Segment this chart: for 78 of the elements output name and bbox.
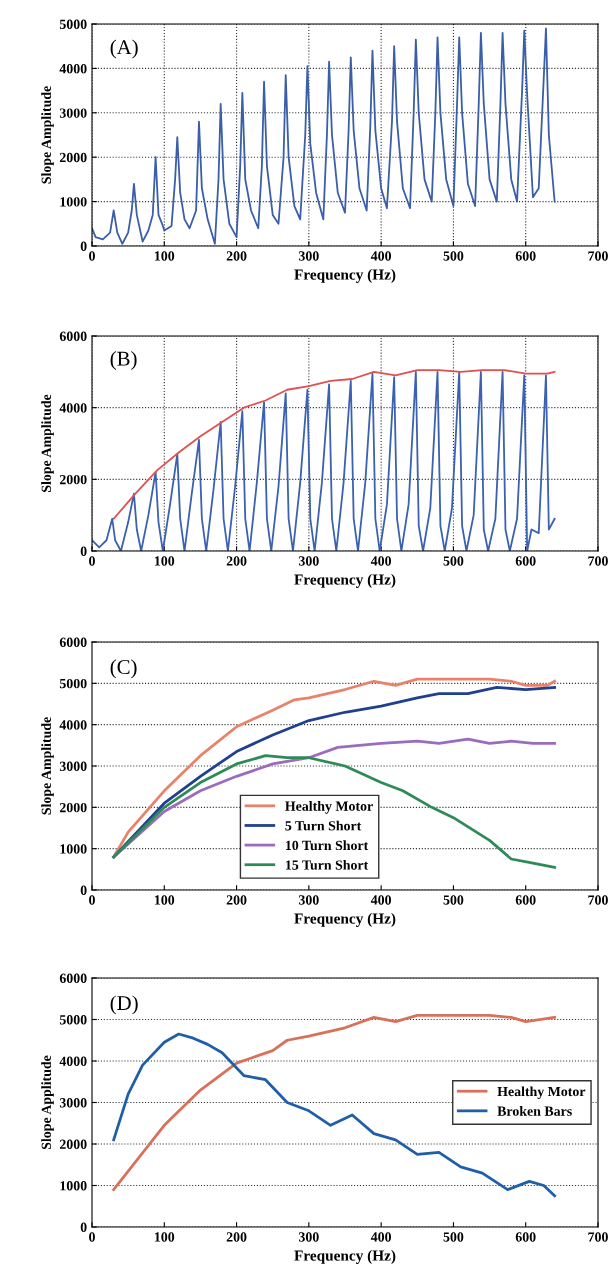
y-tick-label: 3000 (59, 108, 87, 118)
x-tick-label: 300 (298, 895, 319, 905)
x-tick-label: 100 (154, 1232, 175, 1242)
x-axis-title: Frequency (Hz) (294, 574, 396, 588)
x-tick-label: 700 (588, 556, 608, 566)
y-tick-label: 2000 (59, 152, 87, 163)
y-tick-label: 0 (80, 546, 87, 556)
y-axis-title: Slope Applitude (41, 1055, 54, 1150)
line-series (112, 754, 557, 869)
y-tick-label: 2000 (59, 1139, 87, 1149)
x-tick-label: 600 (515, 1232, 536, 1242)
x-axis-title: Frequency (Hz) (294, 269, 396, 283)
y-tick-label: 4000 (59, 1056, 87, 1066)
legend-label: Healthy Motor (285, 801, 373, 814)
x-tick-label: 200 (226, 1232, 247, 1242)
y-tick-label: 5000 (59, 1015, 87, 1025)
x-tick-label: 700 (588, 895, 608, 905)
x-tick-label: 600 (515, 895, 536, 905)
x-tick-label: 100 (154, 251, 175, 261)
x-tick-label: 400 (370, 251, 392, 261)
x-axis-title: Frequency (Hz) (294, 1250, 396, 1264)
legend-label: Healthy Motor (497, 1086, 586, 1100)
y-tick-label: 1000 (60, 844, 87, 854)
y-tick-label: 0 (80, 1222, 87, 1232)
x-tick-label: 600 (515, 556, 536, 566)
y-tick-label: 2000 (59, 474, 87, 485)
annotation: (B) (110, 351, 137, 370)
x-tick-label: 600 (515, 251, 536, 261)
line-series (92, 27, 556, 245)
y-tick-label: 3000 (59, 1098, 87, 1108)
y-tick-label: 3000 (59, 761, 87, 771)
x-tick-label: 0 (89, 556, 95, 566)
y-tick-label: 4000 (59, 403, 87, 413)
y-tick-label: 6000 (59, 637, 87, 647)
x-tick-label: 400 (370, 1232, 392, 1242)
line-series (92, 370, 556, 551)
annotation: (C) (110, 659, 137, 679)
y-tick-label: 6000 (59, 331, 87, 341)
x-tick-label: 0 (89, 251, 95, 261)
y-tick-label: 1000 (60, 197, 87, 207)
x-tick-label: 500 (443, 556, 464, 566)
y-tick-label: 4000 (59, 63, 87, 74)
y-tick-label: 6000 (59, 973, 87, 983)
x-tick-label: 500 (443, 251, 464, 261)
x-tick-label: 400 (370, 895, 392, 905)
x-tick-label: 300 (298, 251, 319, 261)
x-tick-label: 300 (298, 556, 319, 566)
x-tick-label: 100 (154, 895, 175, 905)
x-tick-label: 200 (226, 895, 247, 905)
legend-label: 10 Turn Short (285, 840, 369, 851)
y-axis-title: Slope Amplitude (41, 394, 54, 492)
x-tick-label: 200 (226, 556, 247, 566)
x-tick-label: 0 (89, 1232, 95, 1242)
y-tick-label: 5000 (59, 678, 87, 689)
x-tick-label: 200 (226, 251, 247, 261)
x-tick-label: 400 (370, 556, 392, 566)
y-tick-label: 4000 (59, 720, 87, 730)
annotation: (D) (110, 995, 138, 1015)
y-axis-title: Slope Amplitude (41, 86, 54, 184)
x-tick-label: 700 (588, 1232, 608, 1242)
y-tick-label: 1000 (60, 1181, 87, 1191)
y-axis-title: Slope Amplitude (41, 717, 54, 815)
x-tick-label: 0 (89, 895, 95, 905)
x-axis-title: Frequency (Hz) (294, 913, 396, 927)
legend-label: 15 Turn Short (285, 859, 369, 870)
legend-label: Broken Bars (497, 1106, 572, 1116)
y-tick-label: 5000 (59, 19, 87, 29)
line-series (112, 369, 556, 520)
x-tick-label: 300 (298, 1232, 319, 1242)
x-tick-label: 500 (443, 895, 464, 905)
x-tick-label: 100 (154, 556, 175, 566)
annotation: (A) (110, 39, 138, 59)
y-tick-label: 0 (80, 241, 87, 251)
x-tick-label: 700 (588, 251, 608, 261)
legend-label: 5 Turn Short (285, 820, 362, 831)
x-tick-label: 500 (443, 1232, 464, 1242)
y-tick-label: 2000 (59, 802, 87, 813)
y-tick-label: 0 (80, 885, 87, 895)
